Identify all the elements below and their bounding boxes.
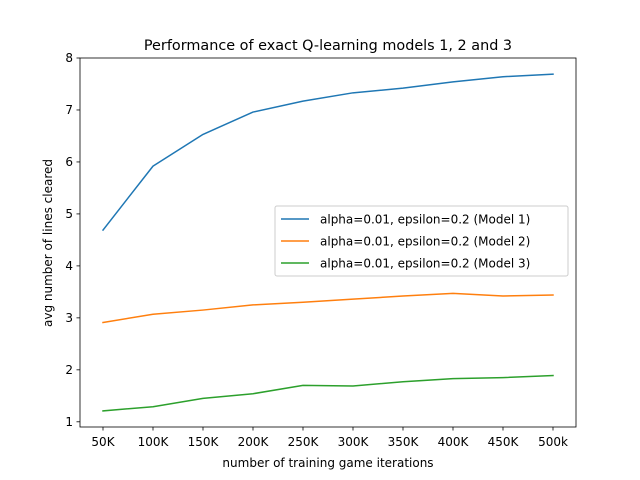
x-axis: 50K 100K 150K 200K 250K 300K 350K 400K 450K 500k: [91, 427, 568, 449]
x-tick-label: 200K: [238, 435, 270, 449]
x-tick-label: 450K: [488, 435, 520, 449]
series-line-model-3: [102, 374, 554, 412]
legend-label: alpha=0.01, epsilon=0.2 (Model 1): [320, 213, 530, 227]
y-tick-label: 1: [65, 415, 73, 429]
x-tick-label: 400K: [438, 435, 470, 449]
x-tick-label: 300K: [338, 435, 370, 449]
y-tick-label: 6: [65, 155, 73, 169]
x-tick-label: 250K: [288, 435, 320, 449]
y-tick-label: 2: [65, 363, 73, 377]
x-tick-label: 350K: [388, 435, 420, 449]
y-tick-label: 8: [65, 51, 73, 65]
chart-title: Performance of exact Q-learning models 1…: [144, 38, 512, 54]
x-tick-label: 50K: [91, 435, 115, 449]
plot-frame: [79, 57, 577, 428]
legend-label: alpha=0.01, epsilon=0.2 (Model 2): [320, 235, 530, 249]
legend: alpha=0.01, epsilon=0.2 (Model 1) alpha=0…: [274, 205, 569, 277]
x-tick-label: 500k: [538, 435, 568, 449]
y-tick-label: 7: [65, 103, 73, 117]
y-axis-label: avg number of lines cleared: [41, 159, 55, 327]
series-line-model-2: [102, 292, 554, 324]
y-tick-label: 4: [65, 259, 73, 273]
series-line-model-1: [101, 73, 554, 232]
x-tick-label: 100K: [138, 435, 170, 449]
legend-label: alpha=0.01, epsilon=0.2 (Model 3): [320, 257, 530, 271]
legend-box: [274, 205, 569, 277]
y-axis: 1 2 3 4 5 6 7 8: [65, 51, 80, 429]
x-tick-label: 150K: [188, 435, 220, 449]
series-lines: [101, 73, 554, 412]
y-tick-label: 5: [65, 207, 73, 221]
y-tick-label: 3: [65, 311, 73, 325]
x-axis-label: number of training game iterations: [222, 456, 433, 470]
